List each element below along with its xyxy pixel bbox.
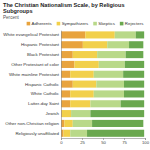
bar-segment <box>61 81 73 88</box>
bar-segment <box>70 100 90 107</box>
x-tick-label: 100 <box>142 140 150 145</box>
category-label: Jewish <box>46 111 60 116</box>
bar-segment <box>85 31 114 38</box>
bar-segment <box>61 100 70 107</box>
legend-swatch <box>120 22 124 26</box>
y-tick: White Catholic <box>31 91 61 96</box>
category-label: Other non-Christian religion <box>5 121 59 126</box>
legend-item: Skeptics <box>93 21 115 26</box>
y-tick: White evangelical Protestant <box>3 32 61 37</box>
legend-swatch <box>27 22 31 26</box>
bar-segment <box>90 100 120 107</box>
plot: 0 25 50 75 100 White evangelical Protestant Hi… <box>3 31 149 146</box>
bar-segment <box>61 51 73 58</box>
category-label: Latter-day Saint <box>28 101 60 106</box>
legend-label: Sympathizers <box>62 21 89 26</box>
legend-label: Skeptics <box>98 21 115 26</box>
legend-item: Adherents <box>27 21 53 26</box>
bar-segment <box>107 41 129 48</box>
bar-segment <box>61 31 85 38</box>
y-tick: Black Protestant <box>27 52 61 57</box>
bar-segment <box>94 71 123 78</box>
bar-segment <box>61 90 70 97</box>
y-tick: Hispanic Protestant <box>21 42 61 47</box>
bar-segment <box>61 41 83 48</box>
y-tick: Latter-day Saint <box>28 101 61 106</box>
y-tick: White mainline Protestant <box>9 72 61 77</box>
bar-segment <box>94 90 124 97</box>
bar-segment <box>70 71 94 78</box>
x-tick-label: 25 <box>80 140 85 145</box>
bar-segment <box>123 71 144 78</box>
bar-segment <box>73 51 97 58</box>
bar-segment <box>121 100 145 107</box>
bar-segment <box>70 90 94 97</box>
bar-segment <box>96 81 124 88</box>
category-label: Hispanic Catholic <box>25 82 60 87</box>
bar-segment <box>74 61 98 68</box>
legend-label: Rejecters <box>125 21 144 26</box>
x-tick: 0 <box>60 138 63 145</box>
x-axis: 0 25 50 75 100 <box>60 138 149 145</box>
bar-segment <box>64 130 71 137</box>
bar-segment <box>64 120 72 127</box>
bar-segment <box>126 51 144 58</box>
legend-swatch <box>57 22 61 26</box>
category-label: Other Protestant of color <box>11 62 59 67</box>
category-label: White mainline Protestant <box>9 72 60 77</box>
bar-segment <box>70 130 87 137</box>
bar-segment <box>92 120 143 127</box>
x-tick: 75 <box>122 138 127 145</box>
bar-segment <box>90 110 144 117</box>
legend-item: Rejecters <box>120 21 144 26</box>
chart: The Christian Nationalism Scale, by Reli… <box>0 0 150 150</box>
bar-segment <box>124 90 144 97</box>
legend-swatch <box>93 22 97 26</box>
bars <box>61 31 144 136</box>
bar-segment <box>115 31 136 38</box>
legend-item: Sympathizers <box>57 21 89 26</box>
y-axis: White evangelical Protestant Hispanic Pro… <box>3 31 61 139</box>
bar-segment <box>73 120 92 127</box>
category-label: Religiously unaffiliated <box>15 131 59 136</box>
bar-segment <box>87 130 144 137</box>
bar-segment <box>97 51 126 58</box>
y-tick: Hispanic Catholic <box>25 82 61 87</box>
bar-segment <box>62 110 71 117</box>
category-label: White Catholic <box>31 91 60 96</box>
bar-segment <box>61 71 70 78</box>
y-tick: Religiously unaffiliated <box>15 131 61 136</box>
bar-segment <box>125 61 144 68</box>
x-tick-label: 50 <box>101 140 106 145</box>
y-tick: Other Protestant of color <box>11 62 61 67</box>
category-label: Black Protestant <box>27 52 60 57</box>
category-label: Hispanic Protestant <box>21 42 60 47</box>
x-tick: 100 <box>142 138 150 145</box>
bar-segment <box>99 61 125 68</box>
x-tick-label: 75 <box>122 140 127 145</box>
bar-segment <box>136 31 144 38</box>
y-tick: Jewish <box>46 111 61 116</box>
y-axis-line <box>61 31 62 139</box>
y-tick: Other non-Christian religion <box>5 121 61 126</box>
x-tick-label: 0 <box>60 140 63 145</box>
bar-segment <box>61 61 74 68</box>
bar-segment <box>129 41 143 48</box>
legend: Adherents Sympathizers Skeptics Rejecters <box>27 21 145 26</box>
bar-segment <box>73 81 97 88</box>
x-tick: 25 <box>80 138 85 145</box>
legend-label: Adherents <box>32 21 53 26</box>
title: The Christian Nationalism Scale, by Reli… <box>3 2 125 14</box>
x-tick: 50 <box>101 138 106 145</box>
bar-segment <box>71 110 90 117</box>
subtitle: Percent <box>3 15 20 20</box>
category-label: White evangelical Protestant <box>3 32 59 37</box>
bar-segment <box>124 81 144 88</box>
bar-segment <box>83 41 107 48</box>
